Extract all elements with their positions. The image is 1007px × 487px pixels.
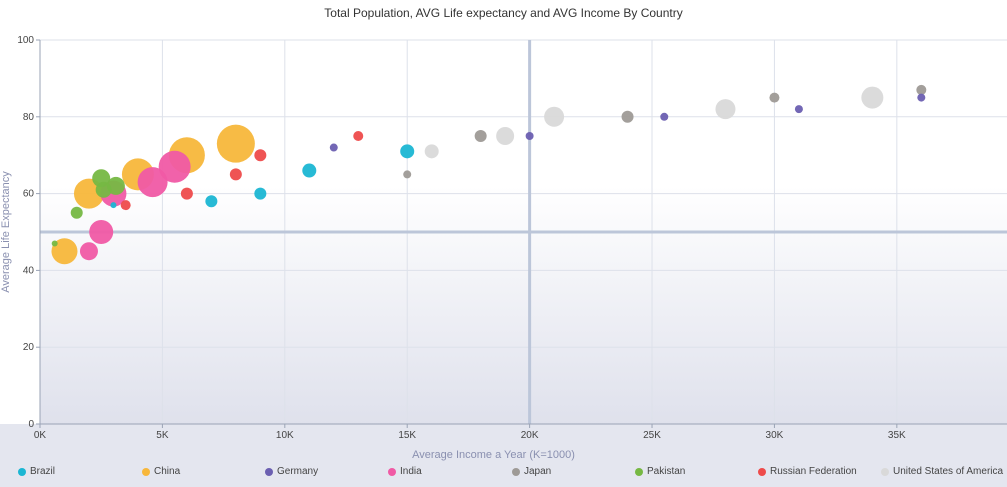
legend-item[interactable]: India	[388, 466, 422, 477]
bubble-japan	[403, 170, 412, 179]
chart-legend: Brazil China Germany India Japan Pakistan Russ…	[0, 466, 1007, 486]
bubble-germany	[794, 105, 803, 114]
legend-swatch	[512, 467, 520, 476]
legend-label: China	[154, 466, 181, 477]
bubble-germany	[917, 93, 926, 102]
bubble-russian-federation	[229, 168, 242, 181]
y-tick-label: 0	[28, 419, 34, 430]
legend-swatch	[881, 467, 889, 476]
x-tick-label: 0K	[34, 430, 47, 441]
legend-swatch	[388, 467, 396, 476]
bubble-china	[73, 178, 104, 209]
y-tick-label: 80	[23, 112, 35, 123]
bubble-india	[137, 167, 168, 198]
bubble-united-states-of-america	[424, 144, 439, 159]
x-tick-label: 5K	[156, 430, 169, 441]
y-tick-label: 100	[17, 35, 34, 46]
legend-label: Russian Federation	[770, 466, 857, 477]
bubble-united-states-of-america	[544, 106, 565, 127]
bubble-india	[89, 220, 114, 244]
legend-item[interactable]: Brazil	[18, 466, 55, 477]
bubble-russian-federation	[180, 187, 193, 200]
x-tick-label: 20K	[521, 430, 539, 441]
legend-label: Japan	[524, 466, 552, 477]
legend-item[interactable]: United States of America	[881, 466, 1003, 477]
x-tick-label: 10K	[276, 430, 294, 441]
legend-swatch	[758, 467, 766, 476]
bubble-brazil	[254, 187, 267, 200]
y-axis-label: Average Life Expectancy	[0, 171, 12, 293]
y-tick-label: 40	[23, 265, 35, 276]
bubble-russian-federation	[353, 131, 364, 141]
legend-label: Brazil	[30, 466, 56, 477]
chart-title: Total Population, AVG Life expectancy an…	[324, 6, 683, 20]
x-axis-label: Average Income a Year (K=1000)	[412, 449, 575, 461]
bubble-united-states-of-america	[715, 99, 736, 120]
bubble-japan	[769, 92, 780, 103]
legend-label: India	[400, 466, 422, 477]
bubble-brazil	[110, 202, 117, 209]
legend-item[interactable]: Germany	[265, 466, 318, 477]
bubble-india	[158, 150, 191, 183]
bubble-pakistan	[95, 181, 112, 198]
bubble-pakistan	[70, 206, 83, 219]
bubble-japan	[916, 84, 927, 95]
bubble-russian-federation	[120, 200, 131, 211]
legend-item[interactable]: China	[142, 466, 180, 477]
legend-label: Germany	[277, 466, 319, 477]
legend-swatch	[142, 467, 150, 476]
legend-item[interactable]: Japan	[512, 466, 551, 477]
x-tick-label: 35K	[888, 430, 906, 441]
bubble-china	[51, 238, 78, 265]
y-tick-label: 20	[23, 342, 35, 353]
x-tick-label: 15K	[398, 430, 416, 441]
bubble-japan	[621, 110, 634, 123]
x-tick-label: 25K	[643, 430, 661, 441]
bubble-india	[79, 242, 98, 261]
legend-item[interactable]: Pakistan	[635, 466, 685, 477]
bubble-united-states-of-america	[496, 127, 515, 145]
legend-item[interactable]: Russian Federation	[758, 466, 857, 477]
legend-swatch	[265, 467, 273, 476]
legend-swatch	[18, 467, 26, 476]
bubble-germany	[525, 132, 534, 140]
bubble-united-states-of-america	[861, 86, 884, 109]
bubble-germany	[660, 112, 669, 121]
legend-label: Pakistan	[647, 466, 686, 477]
legend-label: United States of America	[893, 466, 1004, 477]
x-tick-label: 30K	[766, 430, 784, 441]
bubble-pakistan	[51, 240, 58, 247]
bubble-brazil	[205, 195, 218, 208]
bubble-china	[216, 124, 255, 163]
bubble-brazil	[302, 163, 317, 178]
bubble-brazil	[400, 144, 415, 159]
axis-band	[0, 424, 1007, 487]
y-tick-label: 60	[23, 189, 35, 200]
bubble-russian-federation	[254, 149, 267, 162]
bubble-germany	[329, 143, 338, 152]
bubble-japan	[474, 130, 487, 142]
legend-swatch	[635, 467, 643, 476]
